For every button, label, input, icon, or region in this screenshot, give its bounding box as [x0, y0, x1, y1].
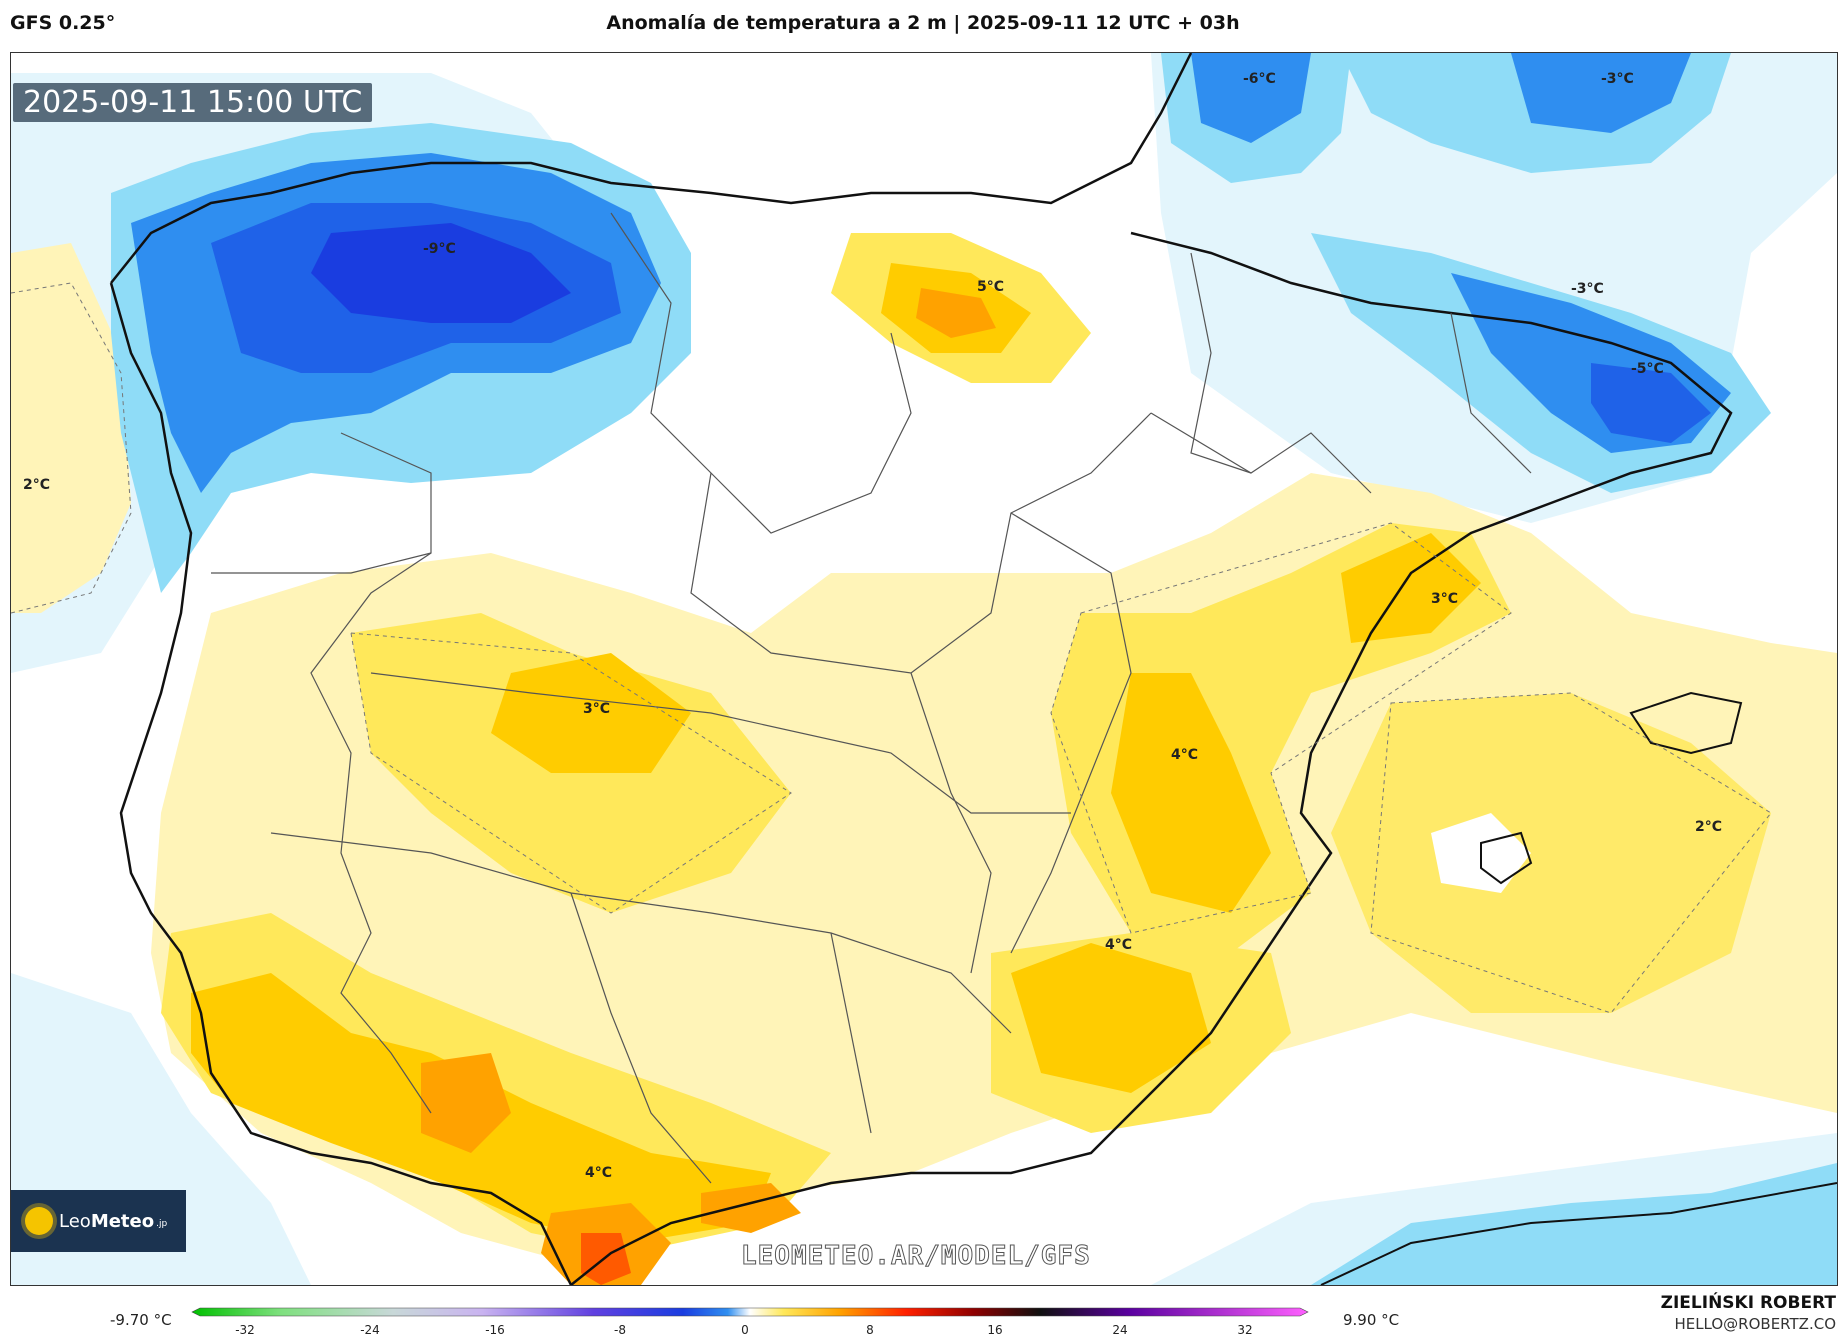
- warm-light-balearic: [1331, 693, 1771, 1013]
- legend-max-value: 9.90 °C: [1343, 1311, 1400, 1329]
- cold-light-africa: [1311, 1163, 1837, 1285]
- site-watermark: LEOMETEO.AR/MODEL/GFS: [741, 1241, 1091, 1272]
- map-title: Anomalía de temperatura a 2 m | 2025-09-…: [606, 12, 1240, 34]
- warm-hot-malaga: [581, 1233, 631, 1285]
- scale-tick: -16: [485, 1323, 505, 1337]
- coastline-north: [110, 53, 1193, 284]
- logo-text: LeoMeteo: [59, 1210, 155, 1232]
- coastline-east-south: [570, 231, 1733, 1285]
- sun-icon: [25, 1207, 53, 1235]
- scale-tick: 16: [987, 1323, 1002, 1337]
- temp-label: -5°C: [1631, 361, 1664, 377]
- warm-mid-murcia: [1011, 943, 1211, 1093]
- temp-label: 3°C: [1431, 591, 1458, 607]
- coastline-west: [109, 282, 573, 1285]
- temp-label: 2°C: [1695, 819, 1722, 835]
- scale-tick: 8: [866, 1323, 874, 1337]
- temp-label: 4°C: [1171, 747, 1198, 763]
- cold-strong-catalonia: [1591, 363, 1711, 443]
- scale-tick: -24: [360, 1323, 380, 1337]
- island-mallorca: [1629, 691, 1743, 755]
- temp-label: 3°C: [583, 701, 610, 717]
- valid-time-badge: 2025-09-11 15:00 UTC: [13, 83, 373, 122]
- scale-gradient: [191, 1307, 1309, 1317]
- cold-mid-france-e: [1511, 53, 1691, 133]
- warm-mid-ebro: [1341, 533, 1481, 643]
- admin-borders: [211, 212, 1532, 1184]
- legend-min-value: -9.70 °C: [110, 1311, 172, 1329]
- scale-tick: 32: [1237, 1323, 1252, 1337]
- warm-mid-central: [491, 653, 691, 773]
- temp-label: 5°C: [977, 279, 1004, 295]
- warm-mid-valencia: [1111, 673, 1271, 913]
- temp-label: 4°C: [585, 1165, 612, 1181]
- warm-strong-rioja: [916, 288, 996, 338]
- anomaly-map: -9°C 5°C -6°C -3°C -3°C -5°C 2°C 3°C 3°C…: [10, 52, 1838, 1286]
- island-ibiza: [1480, 831, 1533, 885]
- leometeo-logo[interactable]: LeoMeteo .jp: [11, 1190, 186, 1252]
- author-email[interactable]: HELLO@ROBERTZ.CO: [1674, 1315, 1836, 1333]
- temp-label: -9°C: [423, 241, 456, 257]
- coastline-africa: [1320, 1182, 1837, 1285]
- scale-tick: -32: [235, 1323, 255, 1337]
- temp-label: -6°C: [1243, 71, 1276, 87]
- temp-label: 2°C: [23, 477, 50, 493]
- scale-tick: -8: [614, 1323, 626, 1337]
- author-name: ZIELIŃSKI ROBERT: [1660, 1293, 1836, 1313]
- cold-core-nw: [311, 223, 571, 323]
- scale-tick: 0: [741, 1323, 749, 1337]
- temp-label: -3°C: [1601, 71, 1634, 87]
- map-canvas: -9°C 5°C -6°C -3°C -3°C -5°C 2°C 3°C 3°C…: [11, 53, 1837, 1285]
- warm-pale-atlantic: [11, 243, 131, 613]
- temp-label: -3°C: [1571, 281, 1604, 297]
- cold-mid-france-w: [1191, 53, 1311, 143]
- temp-label: 4°C: [1105, 937, 1132, 953]
- logo-suffix: .jp: [156, 1219, 168, 1229]
- warm-strong-sevilla: [421, 1053, 511, 1153]
- color-scale-bar: -32 -24 -16 -8 0 8 16 24 32: [191, 1307, 1309, 1337]
- scale-tick: 24: [1112, 1323, 1127, 1337]
- contour-lines: [11, 282, 1772, 1014]
- model-name: GFS 0.25°: [10, 12, 116, 34]
